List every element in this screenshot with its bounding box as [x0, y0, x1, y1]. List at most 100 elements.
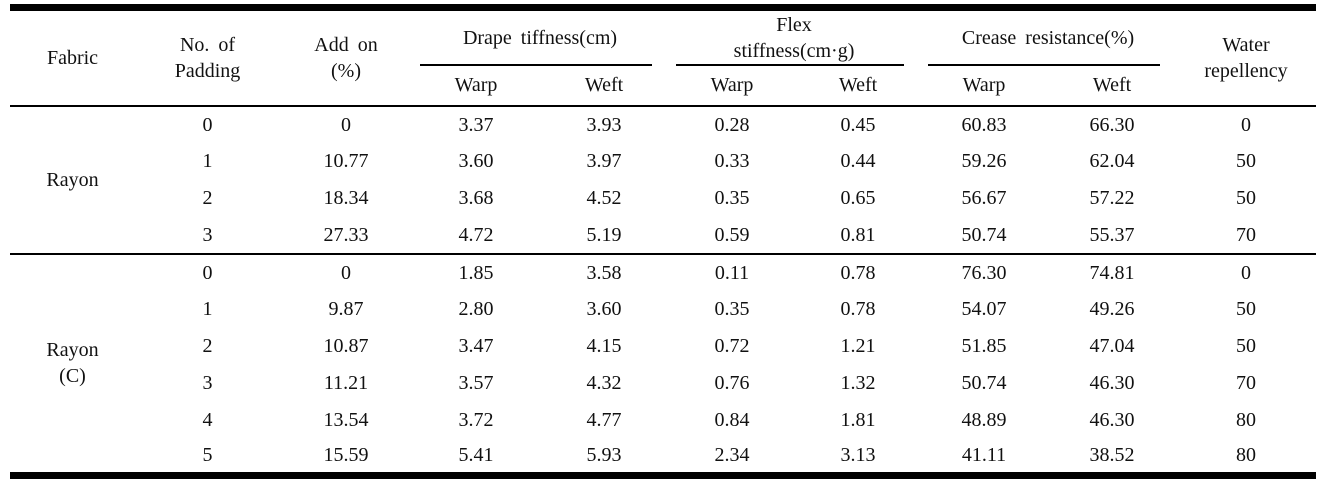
cell-water-repellency: 70 — [1236, 372, 1257, 394]
table-row: 4 13.54 3.72 4.77 0.84 1.81 48.89 46.30 … — [10, 402, 1316, 439]
cell-crease-weft: 55.37 — [1048, 216, 1177, 255]
col-header-flex-warp: Warp — [668, 65, 797, 107]
col-header-no-of-padding: No. of Padding — [135, 7, 280, 107]
cell-no-of-padding: 4 — [202, 409, 213, 431]
cell-add-on: 9.87 — [328, 298, 364, 320]
cell-water-repellency: 50 — [1236, 187, 1257, 209]
cell-flex-weft: 3.13 — [840, 444, 876, 467]
cell-drape-weft: 4.15 — [586, 335, 622, 357]
cell-flex-warp: 2.34 — [714, 444, 750, 467]
col-header-water-line1: Water — [1222, 33, 1270, 56]
cell-no-of-padding: 5 — [202, 444, 213, 467]
cell-water-repellency: 0 — [1241, 113, 1252, 136]
fabric-group-label: Rayon — [10, 105, 135, 255]
cell-flex-weft: 0.45 — [840, 113, 876, 136]
cell-drape-weft: 4.77 — [586, 409, 622, 431]
cell-drape-weft: 4.32 — [586, 372, 622, 394]
cell-flex-warp: 0.72 — [714, 335, 750, 357]
cell-no-of-padding: 0 — [202, 113, 213, 136]
cell-drape-weft: 3.97 — [586, 150, 622, 172]
col-header-flex-weft: Weft — [796, 65, 921, 107]
cell-add-on: 15.59 — [323, 444, 369, 467]
fabric-group-label-line1: Rayon — [46, 339, 99, 362]
cell-drape-warp: 3.47 — [458, 335, 494, 357]
cell-crease-warp: 41.11 — [961, 444, 1007, 467]
cell-no-of-padding: 1 — [202, 298, 213, 320]
cell-water-repellency: 50 — [1236, 335, 1257, 357]
cell-flex-warp: 0.33 — [714, 150, 750, 172]
cell-no-of-padding: 2 — [202, 187, 213, 209]
col-header-crease-resistance: Crease resistance(%) — [920, 8, 1176, 66]
cell-crease-weft: 38.52 — [1089, 444, 1135, 467]
cell-crease-weft: 49.26 — [1089, 298, 1135, 320]
fabric-group-label: Rayon (C) — [10, 254, 135, 476]
cell-flex-weft: 0.78 — [840, 298, 876, 320]
cell-water-repellency: 50 — [1236, 150, 1257, 172]
cell-drape-weft: 3.93 — [586, 113, 622, 136]
cell-drape-warp: 5.41 — [458, 444, 494, 467]
col-header-flex-line2: stiffness(cm·g) — [733, 40, 855, 63]
cell-water-repellency: 80 — [1236, 409, 1257, 431]
col-header-fabric: Fabric — [10, 7, 135, 107]
col-header-drape-weft: Weft — [540, 65, 669, 107]
cell-drape-warp: 3.57 — [458, 372, 494, 394]
col-header-drape-warp: Warp — [412, 65, 540, 107]
table-row: 1 9.87 2.80 3.60 0.35 0.78 54.07 49.26 5… — [10, 291, 1316, 328]
cell-crease-warp: 56.67 — [961, 187, 1007, 209]
cell-crease-weft: 47.04 — [1089, 335, 1135, 357]
cell-flex-weft: 0.81 — [796, 216, 921, 255]
col-header-drape-stiffness: Drape tiffness(cm) — [412, 8, 668, 66]
cell-add-on: 0 — [341, 113, 351, 136]
cell-drape-weft: 4.52 — [586, 187, 622, 209]
cell-flex-warp: 0.76 — [714, 372, 750, 394]
cell-drape-warp: 1.85 — [458, 261, 494, 284]
cell-flex-weft: 1.32 — [840, 372, 876, 394]
cell-flex-warp: 0.35 — [714, 187, 750, 209]
cell-flex-warp: 0.11 — [714, 261, 750, 284]
table-row: Rayon 0 0 3.37 3.93 0.28 0.45 60.83 66.3… — [10, 105, 1316, 255]
cell-crease-weft: 46.30 — [1089, 372, 1135, 394]
col-header-water-repellency: Water repellency — [1176, 7, 1317, 107]
cell-crease-warp: 60.83 — [961, 113, 1007, 136]
cell-add-on: 13.54 — [323, 409, 369, 431]
col-header-no-of-padding-line1: No. of — [179, 33, 236, 56]
table-row: 3 11.21 3.57 4.32 0.76 1.32 50.74 46.30 … — [10, 365, 1316, 402]
cell-crease-weft: 57.22 — [1089, 187, 1135, 209]
col-header-add-on-line2: (%) — [331, 59, 361, 82]
cell-add-on: 11.21 — [323, 372, 369, 394]
cell-drape-warp: 3.68 — [458, 187, 494, 209]
col-header-crease-weft: Weft — [1048, 65, 1177, 107]
table-row: 3 27.33 4.72 5.19 0.59 0.81 50.74 55.37 … — [10, 216, 1317, 255]
cell-drape-warp: 2.80 — [458, 298, 494, 320]
cell-water-repellency: 0 — [1241, 261, 1252, 284]
col-header-no-of-padding-line2: Padding — [174, 59, 241, 82]
cell-crease-warp: 51.85 — [961, 335, 1007, 357]
table-row: 2 18.34 3.68 4.52 0.35 0.65 56.67 57.22 … — [10, 180, 1316, 217]
cell-crease-warp: 50.74 — [920, 216, 1049, 255]
cell-drape-weft: 5.93 — [586, 444, 622, 467]
header-row-sub: Warp Weft Warp Weft Warp Weft — [10, 65, 1316, 107]
cell-add-on: 10.87 — [323, 335, 369, 357]
cell-flex-weft: 1.81 — [840, 409, 876, 431]
cell-water-repellency: 70 — [1176, 216, 1317, 255]
cell-add-on: 10.77 — [323, 150, 369, 172]
cell-crease-weft: 62.04 — [1089, 150, 1135, 172]
cell-crease-warp: 48.89 — [961, 409, 1007, 431]
cell-crease-warp: 50.74 — [961, 372, 1007, 394]
cell-crease-weft: 74.81 — [1089, 261, 1135, 284]
cell-flex-weft: 1.21 — [840, 335, 876, 357]
cell-flex-weft: 0.78 — [840, 261, 876, 284]
table-row: Rayon (C) 0 0 1.85 3.58 0.11 0.78 76.30 … — [10, 254, 1316, 388]
cell-drape-warp: 3.60 — [458, 150, 494, 172]
table-row: 1 10.77 3.60 3.97 0.33 0.44 59.26 62.04 … — [10, 143, 1316, 180]
col-header-add-on: Add on (%) — [280, 7, 412, 107]
cell-drape-warp: 3.72 — [458, 409, 494, 431]
col-header-water-line2: repellency — [1204, 59, 1288, 82]
cell-no-of-padding: 0 — [202, 261, 213, 284]
cell-no-of-padding: 1 — [202, 150, 213, 172]
cell-drape-weft: 5.19 — [540, 216, 669, 255]
cell-water-repellency: 50 — [1236, 298, 1257, 320]
table-row: 5 15.59 5.41 5.93 2.34 3.13 41.11 38.52 … — [10, 439, 1316, 476]
header-row-top: Fabric No. of Padding Add on (%) Drape t… — [10, 7, 1317, 107]
